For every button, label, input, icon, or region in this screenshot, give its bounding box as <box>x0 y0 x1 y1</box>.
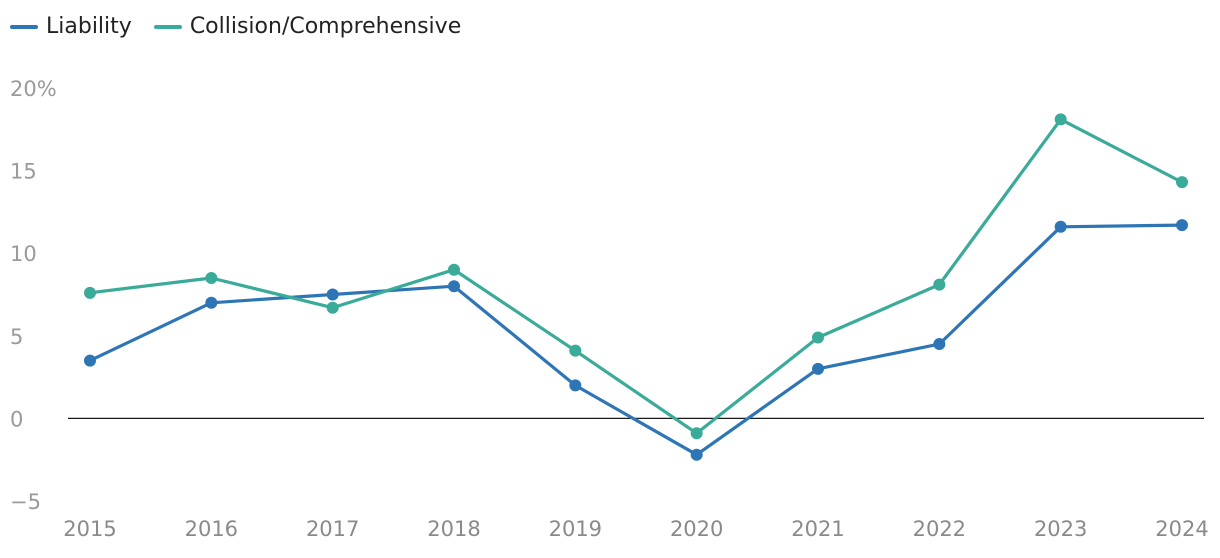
x-tick-label: 2021 <box>791 517 844 541</box>
y-tick-label: 5 <box>10 325 23 349</box>
data-point <box>569 379 582 392</box>
data-point <box>569 344 582 357</box>
x-tick-label: 2020 <box>670 517 723 541</box>
data-point <box>812 331 824 344</box>
legend-item-liability[interactable]: Liability <box>10 14 132 39</box>
y-tick-label: −5 <box>10 490 41 514</box>
data-point <box>933 278 946 291</box>
data-point <box>84 286 96 299</box>
legend-swatch-liability <box>10 24 38 29</box>
y-tick-label: 15 <box>10 160 37 184</box>
data-point <box>205 271 218 284</box>
data-point <box>448 280 460 293</box>
y-tick-label: 10 <box>10 242 37 266</box>
x-tick-label: 2015 <box>63 517 116 541</box>
legend-swatch-collision <box>153 24 182 29</box>
data-point <box>690 448 703 461</box>
chart-legend: Liability Collision/Comprehensive <box>10 14 461 39</box>
x-tick-label: 2023 <box>1034 517 1087 541</box>
data-point <box>1176 176 1188 189</box>
data-point <box>326 301 339 314</box>
data-point <box>1054 220 1067 233</box>
data-point <box>812 362 824 375</box>
data-point <box>448 263 460 276</box>
data-point <box>933 338 946 351</box>
data-point <box>84 354 96 367</box>
data-point <box>1176 219 1188 232</box>
x-tick-label: 2024 <box>1155 517 1208 541</box>
series-line-0 <box>88 223 1184 457</box>
y-tick-label: 0 <box>10 407 23 431</box>
data-point <box>205 296 218 309</box>
legend-label-collision: Collision/Comprehensive <box>189 14 462 39</box>
x-tick-label: 2017 <box>306 517 359 541</box>
x-tick-label: 2016 <box>185 517 238 541</box>
x-tick-label: 2018 <box>427 517 480 541</box>
data-point <box>326 288 339 301</box>
x-tick-label: 2019 <box>549 517 602 541</box>
data-point <box>1054 113 1067 126</box>
x-tick-label: 2022 <box>913 517 966 541</box>
legend-label-liability: Liability <box>46 14 132 39</box>
legend-item-collision[interactable]: Collision/Comprehensive <box>153 14 462 39</box>
data-point <box>690 427 703 440</box>
y-tick-label: 20% <box>10 77 57 101</box>
series-line-1 <box>88 117 1184 435</box>
